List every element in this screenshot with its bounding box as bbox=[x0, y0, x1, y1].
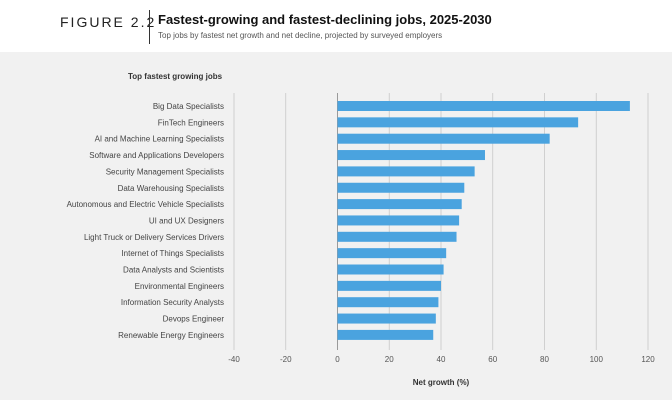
bar bbox=[337, 101, 630, 111]
category-label: UI and UX Designers bbox=[149, 216, 224, 225]
bar bbox=[337, 297, 439, 308]
figure-header: FIGURE 2.2 Fastest-growing and fastest-d… bbox=[0, 0, 672, 52]
x-tick-label: 20 bbox=[385, 355, 394, 364]
category-label: Autonomous and Electric Vehicle Speciali… bbox=[67, 200, 224, 209]
bar bbox=[337, 117, 579, 128]
category-label: Big Data Specialists bbox=[153, 102, 224, 111]
category-label: FinTech Engineers bbox=[158, 118, 224, 127]
category-label: Devops Engineer bbox=[163, 315, 225, 324]
category-label: Renewable Energy Engineers bbox=[118, 331, 224, 340]
chart-title: Fastest-growing and fastest-declining jo… bbox=[158, 12, 492, 27]
category-label: Security Management Specialists bbox=[106, 167, 224, 176]
bar bbox=[337, 264, 444, 275]
x-tick-label: 100 bbox=[590, 355, 604, 364]
bar bbox=[337, 280, 441, 291]
x-tick-label: 40 bbox=[437, 355, 446, 364]
bar bbox=[337, 182, 465, 193]
chart-subtitle: Top jobs by fastest net growth and net d… bbox=[158, 31, 443, 40]
x-tick-label: 60 bbox=[488, 355, 497, 364]
figure-label: FIGURE 2.2 bbox=[60, 14, 157, 30]
bar bbox=[337, 329, 434, 340]
x-tick-label: -40 bbox=[228, 355, 240, 364]
category-label: Data Analysts and Scientists bbox=[123, 266, 224, 275]
bar bbox=[337, 166, 475, 177]
x-tick-label: 80 bbox=[540, 355, 549, 364]
header-divider bbox=[149, 10, 150, 44]
x-tick-label: 120 bbox=[641, 355, 655, 364]
bar bbox=[337, 199, 462, 210]
bar bbox=[337, 150, 485, 161]
bar bbox=[337, 215, 460, 226]
x-axis-label: Net growth (%) bbox=[413, 378, 470, 387]
category-label: Internet of Things Specialists bbox=[121, 249, 224, 258]
bar bbox=[337, 133, 550, 144]
bar bbox=[337, 313, 436, 324]
x-tick-label: -20 bbox=[280, 355, 292, 364]
category-label: Light Truck or Delivery Services Drivers bbox=[84, 233, 224, 242]
category-label: AI and Machine Learning Specialists bbox=[95, 135, 224, 144]
x-tick-label: 0 bbox=[335, 355, 340, 364]
panel-title: Top fastest growing jobs bbox=[128, 72, 223, 81]
bar bbox=[337, 231, 457, 242]
category-label: Data Warehousing Specialists bbox=[118, 184, 224, 193]
bar bbox=[337, 248, 447, 259]
category-label: Software and Applications Developers bbox=[89, 151, 224, 160]
category-label: Information Security Analysts bbox=[121, 298, 224, 307]
category-label: Environmental Engineers bbox=[135, 282, 224, 291]
